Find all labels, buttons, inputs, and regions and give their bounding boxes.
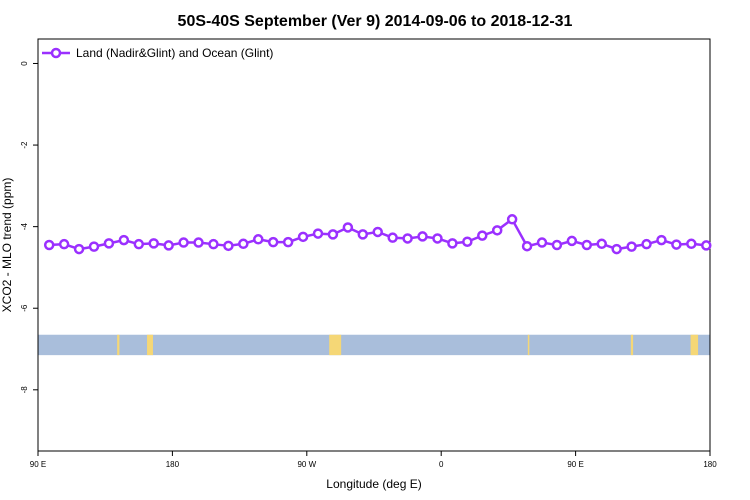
data-point [551, 239, 563, 251]
data-point [223, 240, 234, 252]
data-point [312, 228, 324, 239]
y-tick-label: -2 [20, 141, 29, 149]
chart-title: 50S-40S September (Ver 9) 2014-09-06 to … [178, 13, 573, 30]
data-point [402, 233, 413, 244]
ocean-band [38, 334, 710, 356]
land-segment [690, 334, 699, 356]
x-tick-label: 90 E [30, 460, 46, 469]
x-tick-label: 0 [439, 460, 444, 469]
legend-marker [50, 47, 62, 59]
data-point [656, 234, 667, 246]
land-segment [630, 334, 634, 356]
data-point [641, 238, 652, 250]
data-point [148, 238, 159, 249]
data-point [163, 240, 174, 251]
data-point [297, 231, 309, 243]
land-segment [117, 334, 120, 356]
legend: Land (Nadir&Glint) and Ocean (Glint) [42, 46, 273, 60]
data-point [133, 238, 145, 250]
land-segment [329, 334, 342, 356]
data-point [686, 238, 697, 250]
y-tick-label: -4 [20, 223, 29, 231]
data-point [432, 233, 443, 244]
data-point [342, 222, 354, 233]
data-point [671, 239, 682, 250]
data-point [253, 234, 264, 245]
data-point [88, 241, 100, 252]
data-point [267, 236, 279, 248]
y-tick-label: 0 [20, 61, 29, 66]
x-tick-label: 180 [166, 460, 180, 469]
x-tick-label: 180 [703, 460, 717, 469]
data-point [521, 240, 533, 252]
series-layer [43, 214, 712, 255]
data-point [58, 238, 70, 250]
data-point [193, 237, 204, 248]
y-axis-label: XCO2 - MLO trend (ppm) [0, 178, 14, 313]
data-point [596, 238, 607, 250]
land-ocean-band [38, 334, 710, 356]
y-tick-label: -6 [20, 304, 29, 312]
data-point [566, 235, 578, 247]
data-point [626, 241, 637, 252]
data-point [327, 229, 339, 240]
data-point [357, 229, 369, 240]
data-point [118, 234, 130, 246]
data-point [387, 232, 398, 243]
data-point [581, 239, 593, 251]
data-point [462, 236, 473, 247]
x-tick-label: 90 W [297, 460, 316, 469]
data-point [178, 237, 189, 248]
data-point [372, 226, 383, 238]
data-point [208, 238, 219, 250]
data-point [238, 238, 249, 250]
data-point [491, 225, 503, 236]
x-axis: 90 E 180 90 W 0 90 E 180 [30, 451, 717, 469]
land-segment [147, 334, 153, 356]
data-point [73, 243, 85, 255]
y-axis: 0 -2 -4 -6 -8 [20, 61, 38, 394]
x-tick-label: 90 E [567, 460, 583, 469]
data-point [701, 240, 712, 251]
data-point [417, 231, 428, 242]
data-point [611, 243, 622, 255]
data-point [447, 238, 458, 249]
data-point [477, 230, 488, 241]
x-axis-label: Longitude (deg E) [326, 477, 421, 491]
data-point [43, 239, 55, 251]
legend-label: Land (Nadir&Glint) and Ocean (Glint) [76, 46, 273, 60]
data-point [103, 238, 115, 249]
data-point [506, 214, 518, 225]
data-point [282, 236, 294, 248]
land-segment [527, 334, 530, 356]
y-tick-label: -8 [20, 386, 29, 394]
data-point [536, 237, 548, 248]
